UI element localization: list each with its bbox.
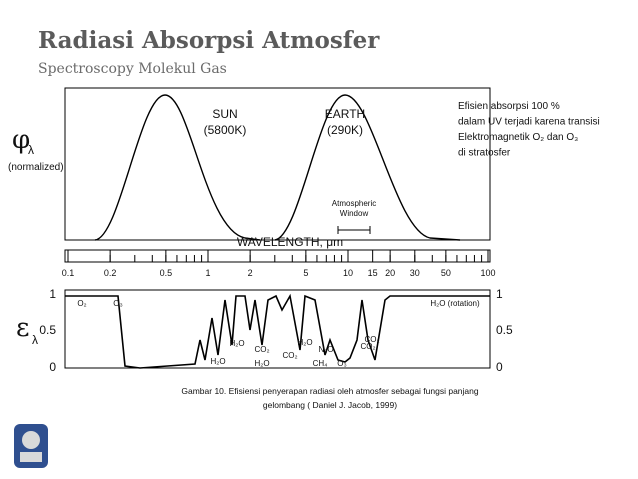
spectrum-frame (64, 87, 491, 241)
gas-label: CH₄ (313, 359, 328, 368)
sun-label: SUN (212, 107, 237, 121)
gas-label: O₃ (337, 359, 346, 368)
title: Radiasi Absorpsi Atmosfer (38, 27, 380, 54)
earth-label: EARTH (325, 107, 365, 121)
wavelength-tick-label: 100 (480, 268, 495, 278)
phi-symbol: φ (12, 125, 30, 155)
note-line: di stratosfer (458, 148, 511, 159)
caption-line: Gambar 10. Efisiensi penyerapan radiasi … (181, 386, 478, 396)
absorption-curve (65, 293, 490, 369)
wavelength-strip (64, 249, 491, 263)
sun-curve (94, 94, 261, 241)
gas-label: H₂O (rotation) (430, 299, 480, 308)
epsilon-subscript: λ (32, 333, 38, 347)
left-tick-label: 0.5 (39, 323, 56, 337)
wavelength-tick-label: 10 (343, 268, 353, 278)
logo (14, 424, 48, 468)
gas-label: CO₂ (254, 345, 269, 354)
earth-label: (290K) (327, 123, 363, 137)
gas-label: H₂O (254, 359, 269, 368)
wavelength-tick-label: 20 (385, 268, 395, 278)
wavelength-tick-label: 2 (248, 268, 253, 278)
note-line: Elektromagnetik O₂ dan O₃ (458, 132, 578, 143)
wavelength-tick-label: 5 (303, 268, 308, 278)
gas-label: N₂O (318, 345, 333, 354)
earth-curve (274, 94, 461, 241)
gas-label: O₂ (77, 299, 86, 308)
right-tick-label: 1 (496, 287, 503, 301)
wavelength-tick-label: 0.2 (104, 268, 117, 278)
right-tick-label: 0 (496, 360, 503, 374)
gas-label: H₂O (229, 339, 244, 348)
sun-label: (5800K) (204, 123, 247, 137)
wavelength-tick-label: 0.5 (160, 268, 173, 278)
note-line: Efisien absorpsi 100 % (458, 101, 560, 112)
wavelength-tick-label: 1 (205, 268, 210, 278)
phi-subscript: λ (28, 143, 34, 157)
gas-label: CO₂ (360, 342, 375, 351)
note-line: dalam UV terjadi karena transisi (458, 117, 600, 128)
absorption-frame (64, 289, 491, 369)
epsilon-symbol: ε (16, 313, 29, 343)
window-label: Window (340, 209, 369, 218)
subtitle: Spectroscopy Molekul Gas (38, 61, 227, 77)
right-tick-label: 0.5 (496, 323, 513, 337)
caption-line: gelombang ( Daniel J. Jacob, 1999) (263, 400, 397, 410)
left-tick-label: 1 (49, 287, 56, 301)
gas-label: CO₂ (364, 335, 379, 344)
normalized-label: (normalized) (8, 162, 64, 173)
window-label: Atmospheric (332, 199, 376, 208)
wavelength-axis-label: WAVELENGTH, μm (237, 235, 343, 249)
wavelength-tick-label: 50 (441, 268, 451, 278)
gas-label: H₂O (297, 338, 312, 347)
wavelength-tick-label: 30 (410, 268, 420, 278)
gas-label: O₃ (113, 299, 122, 308)
gas-label: H₂O (210, 357, 225, 366)
wavelength-tick-label: 0.1 (62, 268, 75, 278)
gas-label: CO₂ (282, 351, 297, 360)
wavelength-tick-label: 15 (368, 268, 378, 278)
left-tick-label: 0 (49, 360, 56, 374)
